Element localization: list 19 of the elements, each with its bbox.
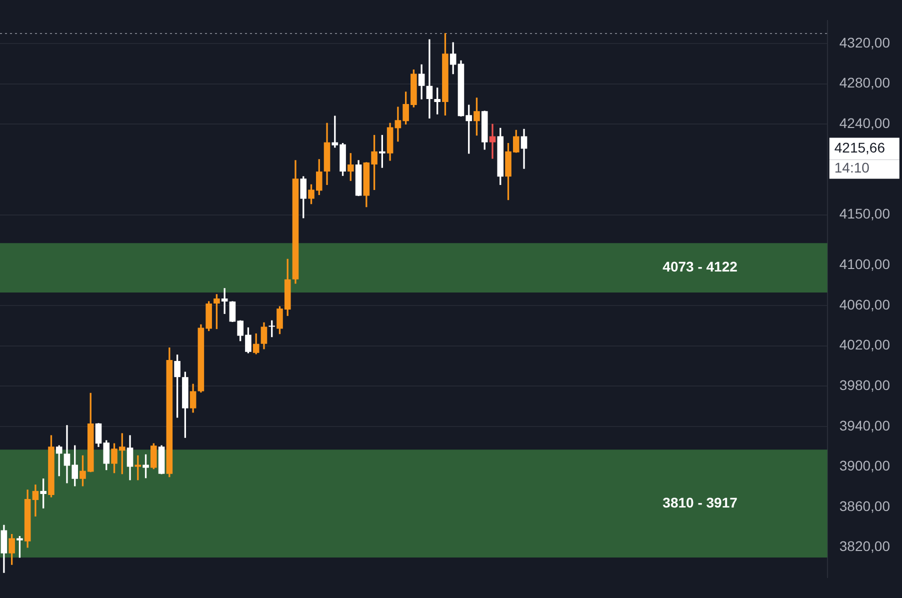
band-label: 3810 - 3917 [662,494,738,510]
y-tick-label: 3900,00 [839,458,890,474]
y-tick-label: 4320,00 [839,34,890,50]
y-tick-label: 4150,00 [839,206,890,222]
y-tick-label: 3820,00 [839,538,890,554]
y-tick-label: 4280,00 [839,74,890,91]
y-tick-label: 4100,00 [839,256,890,272]
text: 14:10 [834,160,870,176]
y-tick-label: 4060,00 [839,296,890,312]
candlestick [221,288,228,314]
y-tick-label: 3940,00 [839,417,890,434]
y-tick-label: 3980,00 [839,377,890,394]
text: 4215,66 [834,140,886,156]
candlestick [489,124,496,159]
y-tick-label: 3860,00 [839,498,890,514]
candlestick [426,39,433,118]
y-tick-label: 4020,00 [839,336,890,353]
y-tick-label: 4240,00 [839,115,890,132]
band-label: 4073 - 4122 [662,258,738,275]
